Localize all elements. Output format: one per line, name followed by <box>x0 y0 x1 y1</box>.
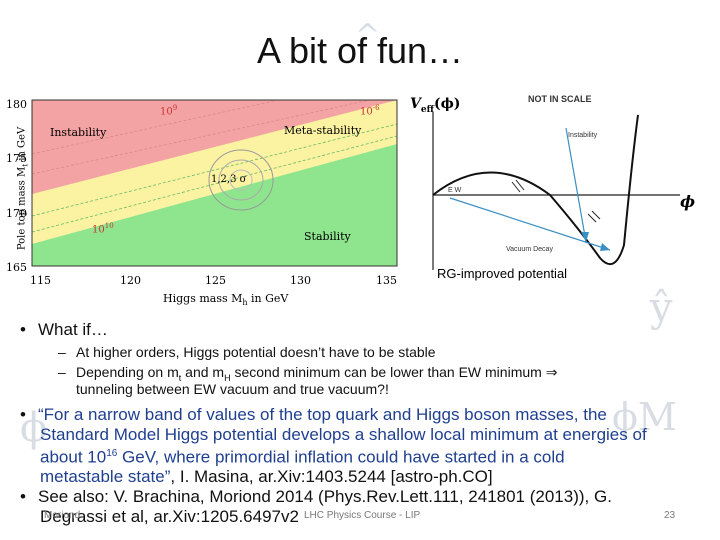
see-also-line-2: Degrassi et al, ar.Xiv:1205.6497v2 <box>40 506 299 526</box>
x-tick-135: 135 <box>376 274 397 287</box>
bullet-what-if: • What if… <box>20 320 108 340</box>
sub-bullet-2: – Depending on mt and mH second minimum c… <box>58 364 557 383</box>
quote-line-2: Standard Model Higgs potential develops … <box>40 424 647 444</box>
quote-line-3-a: about 10 <box>40 447 107 467</box>
contour-1sigma <box>229 169 253 191</box>
plot-frame <box>31 99 398 267</box>
vacuum-decay-arrowhead <box>600 243 610 251</box>
stability-plot: 180 175 170 165 115 120 125 130 135 Higg… <box>6 94 408 312</box>
exp-label-2: 10-6 <box>360 104 380 118</box>
potential-title: Veff(ϕ) <box>410 96 460 115</box>
x-tick-130: 130 <box>290 274 311 287</box>
phi-axis-label: ϕ <box>680 192 696 211</box>
footer-left: Moriond <box>44 510 81 521</box>
watermark-glyph-left: ϕ <box>20 405 48 451</box>
watermark-glyph-top: ^ <box>355 18 381 53</box>
dashed-line-2 <box>32 100 372 175</box>
instability-label: Instability <box>50 126 107 139</box>
sub-bullet-2-line2: tunneling between EW vacuum and true vac… <box>76 381 389 397</box>
footer-center: LHC Physics Course - LIP <box>304 510 421 521</box>
potential-curve <box>432 114 639 266</box>
y-tick-175: 175 <box>6 152 27 165</box>
instability-arrow <box>565 127 587 243</box>
x-axis-label-unit: in GeV <box>247 292 289 305</box>
not-in-scale-label: NOT IN SCALE <box>528 94 592 104</box>
potential-plot-svg <box>432 112 680 270</box>
bullet-dot: • <box>20 405 26 424</box>
dash: – <box>58 344 66 360</box>
watermark-glyph-right-bottom: ϕM <box>612 395 677 439</box>
potential-title-arg: (ϕ) <box>434 96 461 112</box>
y-tick-180: 180 <box>6 98 27 111</box>
x-tick-125: 125 <box>205 274 226 287</box>
contour-label: 1,2,3 σ <box>211 174 247 185</box>
tick-mark-4 <box>591 210 601 220</box>
y-axis-label: Pole top mass Mt in GeV <box>17 114 30 264</box>
quote-line-4: metastable state”, I. Masina, ar.Xiv:140… <box>20 467 710 487</box>
y-axis-label-unit: in GeV <box>16 126 28 164</box>
watermark-glyph-right: ŷ <box>650 285 673 331</box>
x-axis-label-sub: h <box>242 298 248 308</box>
quote-line-3-sup: 16 <box>106 448 118 459</box>
instability-annotation: Instability <box>568 132 598 139</box>
bullet-dot: • <box>20 320 26 339</box>
tick-mark-3 <box>587 213 597 223</box>
contour-3sigma <box>208 149 274 211</box>
exp-label-3: 1010 <box>92 222 114 236</box>
sub-bullet-2-b: and m <box>181 364 225 380</box>
x-axis-label-text: Higgs mass M <box>163 292 243 305</box>
ew-label: E W <box>448 187 462 194</box>
x-axis-label: Higgs mass Mh in GeV <box>163 292 288 307</box>
dashed-line-3 <box>32 123 397 217</box>
meta-stability-label: Meta-stability <box>284 124 362 137</box>
sub-bullet-2-a: Depending on m <box>76 364 179 380</box>
page-number: 23 <box>664 510 676 521</box>
quote-line-4-a: metastable state” <box>40 467 171 487</box>
quote-line-3-b: GeV, where primordial inflation could ha… <box>117 447 565 467</box>
dashed-line-1 <box>32 100 281 155</box>
y-axis-label-sub: t <box>21 163 30 167</box>
bullet-dot: • <box>20 487 26 506</box>
stability-region <box>32 144 397 266</box>
dashed-line-4 <box>32 135 397 233</box>
stability-label: Stability <box>304 230 351 243</box>
vacuum-decay-arrow <box>449 197 611 251</box>
sub-bullet-1: – At higher orders, Higgs potential doesn… <box>58 344 436 360</box>
sub-bullet-2-c: second minimum can be lower than EW mini… <box>230 364 558 380</box>
bullet-what-if-text: What if… <box>38 320 108 339</box>
contour-2sigma <box>218 159 264 201</box>
vacuum-decay-label: Vacuum Decay <box>506 246 553 253</box>
potential-plot: Veff(ϕ) NOT IN SCALE Instability E W ϕ V… <box>410 90 710 290</box>
see-also-line-1: • See also: V. Brachina, Moriond 2014 (Ph… <box>20 487 612 507</box>
potential-caption: RG-improved potential <box>437 266 568 281</box>
see-also-line-1-text: See also: V. Brachina, Moriond 2014 (Phy… <box>38 487 612 506</box>
exp-label-1: 109 <box>160 104 178 118</box>
quote-line-3: about 1016 GeV, where primordial inflati… <box>20 444 710 467</box>
tick-mark-1 <box>511 181 521 193</box>
potential-title-sub: eff <box>420 104 434 115</box>
sub-bullet-2-sub-t: t <box>178 372 182 383</box>
bullet-quote: • “For a narrow band of values of the top… <box>20 405 710 487</box>
x-tick-120: 120 <box>120 274 141 287</box>
bullet-see-also: • See also: V. Brachina, Moriond 2014 (Ph… <box>20 487 612 526</box>
quote-line-1: • “For a narrow band of values of the top… <box>20 405 710 425</box>
quote-line-1-text: “For a narrow band of values of the top … <box>38 405 607 424</box>
potential-title-v: V <box>410 96 421 112</box>
stability-plot-svg <box>31 99 398 267</box>
quote-line-4-b: , I. Masina, ar.Xiv:1403.5244 [astro-ph.… <box>170 467 493 487</box>
tick-mark-2 <box>515 179 525 191</box>
y-axis-label-text: Pole top mass M <box>16 166 28 251</box>
slide-title: A bit of fun… <box>256 30 464 71</box>
y-tick-170: 170 <box>6 207 27 220</box>
x-tick-115: 115 <box>30 274 51 287</box>
dash: – <box>58 364 66 380</box>
sub-bullet-2-sub-h: H <box>224 372 231 383</box>
sub-bullet-1-text: At higher orders, Higgs potential doesn’… <box>76 344 436 360</box>
instability-arrowhead <box>581 232 589 242</box>
instability-region <box>32 100 397 194</box>
y-tick-165: 165 <box>6 261 27 274</box>
